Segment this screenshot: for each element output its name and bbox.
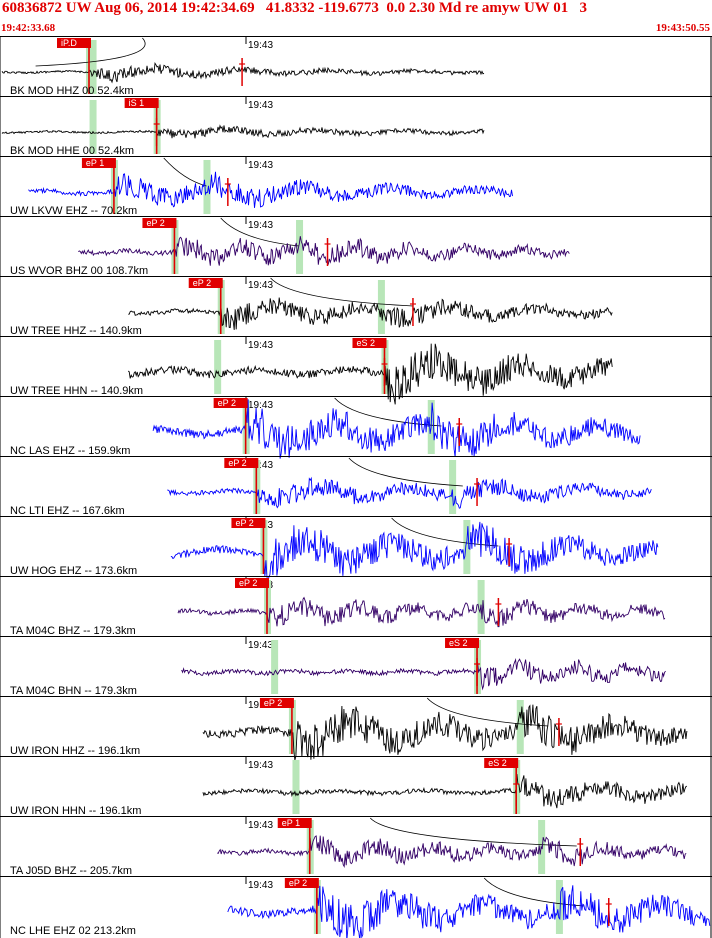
waveform <box>167 476 652 509</box>
minute-label: 19:43 <box>248 640 273 651</box>
minute-label: 19:43 <box>248 100 273 111</box>
pick-label: eP 1 <box>86 158 104 168</box>
station-label: US WVOR BHZ 00 108.7km <box>10 265 148 277</box>
waveform <box>227 885 711 938</box>
pick-window <box>463 520 471 574</box>
waveform <box>177 596 666 628</box>
travel-time-curve <box>270 277 413 307</box>
minute-label: 19:43 <box>248 400 273 411</box>
travel-time-curve <box>334 397 442 427</box>
pick-label-box <box>284 878 319 888</box>
seismogram-panel: 19:43 iP.D BK MOD HHZ 00 52.4km 19:43 iS 1 BK… <box>0 36 712 938</box>
travel-time-curve <box>483 877 584 907</box>
waveform <box>1 124 485 139</box>
event-title: 60836872 UW Aug 06, 2014 19:42:34.69 41.… <box>2 0 587 16</box>
event-header: 60836872 UW Aug 06, 2014 19:42:34.69 41.… <box>0 0 712 36</box>
pick-label: eP 2 <box>235 518 253 528</box>
pick-label-box <box>445 638 480 648</box>
station-label: UW TREE HHZ -- 140.9km <box>10 325 142 337</box>
pick-label-box <box>57 38 91 48</box>
pick-label: eP 2 <box>264 698 282 708</box>
pick-window <box>377 280 385 334</box>
travel-time-curve <box>348 457 463 487</box>
pick-window <box>89 40 97 94</box>
pick-label: iP.D <box>61 38 77 48</box>
waveform <box>216 835 687 869</box>
pick-label-box <box>81 158 116 168</box>
pick-label: eP 2 <box>193 278 211 288</box>
waveform <box>152 399 641 459</box>
minute-label: 19:43 <box>248 880 273 891</box>
minute-label: 19:43 <box>248 280 273 291</box>
pick-window <box>203 160 211 214</box>
pick-label-box <box>124 98 159 108</box>
station-label: TA J05D BHZ -- 205.7km <box>10 865 132 877</box>
minute-label: 19:43 <box>248 760 273 771</box>
pick-label-box <box>277 818 312 828</box>
pick-label: eS 2 <box>449 638 468 648</box>
pick-label: eS 2 <box>356 338 375 348</box>
pick-label: eP 2 <box>239 578 257 588</box>
end-time: 19:43:50.55 <box>655 22 710 34</box>
pick-label-box <box>235 578 269 588</box>
pick-window <box>516 700 524 754</box>
minute-label: 19:43 <box>248 340 273 351</box>
pick-label: eP 2 <box>228 458 246 468</box>
pick-label-box <box>484 758 519 768</box>
station-label: NC LHE EHZ 02 213.2km <box>10 925 136 937</box>
station-label: NC LAS EHZ -- 159.9km <box>10 445 130 457</box>
pick-label: iS 1 <box>129 98 145 108</box>
pick-window <box>89 100 97 154</box>
travel-time-curve <box>163 157 207 187</box>
pick-window <box>292 760 300 814</box>
pick-label-box <box>231 518 266 528</box>
travel-time-curve <box>35 37 146 67</box>
station-label: UW IRON HHZ -- 196.1km <box>10 745 140 757</box>
waveform <box>1 62 485 84</box>
station-label: UW IRON HHN -- 196.1km <box>10 805 141 817</box>
pick-label: eP 1 <box>282 818 300 828</box>
waveform <box>78 236 570 266</box>
station-label: UW HOG EHZ -- 173.6km <box>10 565 137 577</box>
pick-label-box <box>224 458 259 468</box>
pick-label-box <box>352 338 387 348</box>
minute-label: 19:43 <box>248 160 273 171</box>
waveform <box>202 704 688 761</box>
waveform <box>127 343 613 405</box>
pick-label-box <box>213 398 248 408</box>
station-label: NC LTI EHZ -- 167.6km <box>10 505 125 517</box>
waveform <box>181 658 666 691</box>
waveform <box>202 774 688 809</box>
travel-time-curve <box>369 817 577 847</box>
waveform <box>28 171 513 208</box>
minute-label: 19:43 <box>248 220 273 231</box>
travel-time-curve <box>426 697 549 727</box>
pick-window <box>555 880 563 934</box>
station-label: TA M04C BHN -- 179.3km <box>10 685 137 697</box>
waveform <box>128 297 613 330</box>
pick-label: eS 2 <box>488 758 507 768</box>
pick-window <box>296 220 304 274</box>
pick-window <box>271 640 279 694</box>
pick-window <box>214 340 222 394</box>
minute-label: 19:43 <box>248 460 273 471</box>
station-label: BK MOD HHZ 00 52.4km <box>10 85 133 97</box>
start-time: 19:42:33.68 <box>1 22 56 34</box>
pick-label: eP 2 <box>289 878 307 888</box>
pick-label-box <box>142 218 177 228</box>
pick-label-box <box>259 698 294 708</box>
pick-window <box>449 460 457 514</box>
minute-label: 19:43 <box>248 40 273 51</box>
waveform <box>170 521 659 585</box>
station-label: BK MOD HHE 00 52.4km <box>10 145 134 157</box>
pick-label: eP 2 <box>146 218 164 228</box>
station-label: UW TREE HHN -- 140.9km <box>10 385 143 397</box>
pick-label: eP 2 <box>218 398 236 408</box>
station-label: UW LKVW EHZ -- 70.2km <box>10 205 137 217</box>
minute-label: 19:43 <box>248 820 273 831</box>
station-label: TA M04C BHZ -- 179.3km <box>10 625 136 637</box>
pick-label-box <box>188 278 223 288</box>
